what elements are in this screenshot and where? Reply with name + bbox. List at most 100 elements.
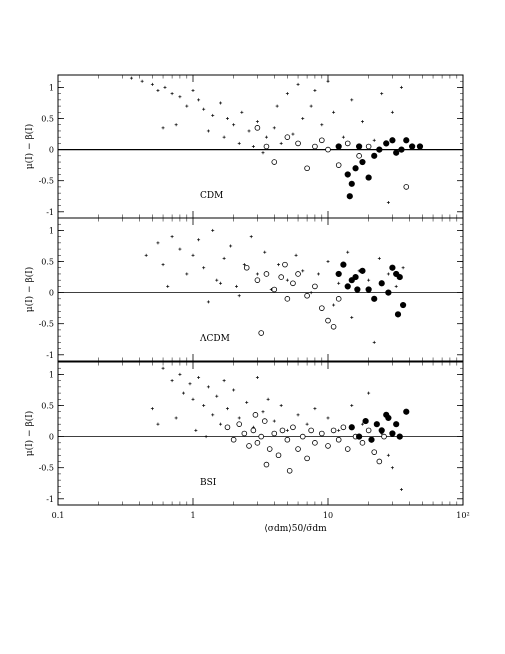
cross-point — [301, 117, 305, 121]
cross-point — [178, 372, 182, 376]
open-circle-point — [286, 468, 293, 474]
open-circle-point — [295, 271, 301, 277]
cross-point — [350, 404, 354, 408]
panel-label: BSI — [200, 478, 217, 488]
filled-circle-point — [356, 433, 363, 440]
cross-point — [367, 278, 371, 282]
y-axis-label: μ(I) − β(I) — [24, 124, 35, 169]
cross-point — [202, 107, 206, 111]
filled-circle-point — [394, 311, 402, 318]
open-circle-point — [243, 264, 250, 271]
open-circle-point — [319, 305, 325, 311]
filled-circle-point — [393, 149, 400, 156]
plot-frame — [57, 74, 464, 219]
cross-point — [285, 92, 289, 96]
open-circle-point — [230, 436, 237, 443]
panel-cdm: 1 0.5 0 -0.5 -1 μ(I) − β(I) ΛCDM — [24, 217, 464, 362]
filled-circle-point — [348, 180, 355, 187]
filled-circle-point — [383, 140, 390, 147]
cross-point — [386, 453, 390, 457]
cross-point — [291, 132, 295, 136]
cross-point — [249, 235, 253, 239]
y-tick-label: -1 — [46, 495, 54, 504]
filled-circle-point — [373, 421, 380, 428]
y-axis-label: μ(I) − β(I) — [24, 411, 35, 456]
open-circle-point — [224, 424, 231, 431]
open-circle-point — [365, 143, 372, 150]
cross-point — [360, 120, 364, 124]
cross-point — [234, 284, 238, 288]
panels: 1 0.5 0 -0.5 -1 μ(I) − β(I) CDM 1 0.5 0 -0.5 -1 μ(I)… — [24, 74, 470, 534]
open-circle-point — [290, 424, 296, 431]
cross-point — [240, 110, 244, 114]
open-circle-point — [335, 296, 342, 302]
open-circle-point — [403, 184, 410, 190]
cross-point — [161, 126, 165, 130]
cross-point — [360, 422, 364, 426]
cross-point — [204, 435, 208, 439]
cross-point — [222, 256, 226, 260]
open-circle-point — [319, 137, 325, 144]
filled-circle-point — [344, 283, 351, 290]
x-tick-label: 10² — [456, 511, 469, 520]
filled-circle-point — [352, 165, 359, 172]
cross-point — [194, 428, 198, 432]
cross-point — [215, 394, 219, 398]
open-circle-point — [340, 424, 347, 431]
open-circle-point — [284, 436, 291, 443]
open-circle-point — [304, 165, 310, 172]
cross-point — [237, 416, 241, 420]
y-tick-label: -1 — [46, 208, 54, 217]
open-circle-point — [335, 436, 342, 443]
filled-circle-point — [385, 414, 392, 422]
cross-point — [185, 104, 189, 108]
panel-bsi: 1 0.5 0 -0.5 -1 0.1 1 10 10² μ(I) − β(I) BSI ⟨σdm⟩5… — [24, 361, 470, 534]
cross-point — [191, 89, 195, 93]
cross-point — [150, 82, 154, 86]
open-circle-point — [312, 143, 318, 150]
cross-point — [399, 85, 403, 89]
cross-point — [337, 281, 341, 285]
y-tick-label: -0.5 — [39, 464, 54, 473]
cross-point — [163, 85, 167, 89]
open-circle-point — [312, 283, 318, 290]
cross-point — [161, 263, 165, 267]
cross-point — [178, 247, 182, 251]
cross-point — [242, 263, 246, 267]
cross-point — [237, 141, 241, 145]
cross-point — [191, 253, 195, 257]
open-circle-point — [275, 452, 282, 459]
cross-point — [215, 278, 219, 282]
open-circle-point — [304, 455, 310, 462]
y-tick-label: -0.5 — [39, 320, 54, 329]
x-tick-label: 0.1 — [52, 511, 65, 520]
cross-point — [144, 253, 148, 257]
cross-point — [279, 404, 283, 408]
cross-point — [386, 200, 390, 204]
panel-cdm: 1 0.5 0 -0.5 -1 μ(I) − β(I) CDM — [24, 74, 464, 219]
y-tick-label: 0.5 — [41, 402, 54, 411]
cross-point — [191, 397, 195, 401]
open-circle-point — [254, 277, 261, 283]
filled-circle-point — [385, 289, 392, 296]
open-circle-point — [271, 286, 278, 293]
cross-point — [285, 428, 289, 432]
cross-point — [232, 123, 236, 127]
cross-point — [161, 366, 165, 370]
cross-point — [229, 244, 233, 248]
filled-circle-point — [416, 143, 424, 150]
panel-label: ΛCDM — [199, 334, 230, 344]
cross-point — [251, 145, 255, 148]
cross-point — [185, 272, 189, 276]
filled-circle-point — [403, 408, 410, 415]
cross-point — [380, 92, 384, 96]
cross-point — [174, 416, 178, 420]
filled-circle-point — [371, 295, 378, 302]
y-tick-label: 1 — [49, 370, 54, 379]
cross-point — [264, 135, 268, 139]
cross-point — [305, 422, 309, 426]
open-circle-point — [365, 427, 372, 434]
open-circle-point — [344, 140, 351, 147]
cross-point — [272, 419, 276, 423]
